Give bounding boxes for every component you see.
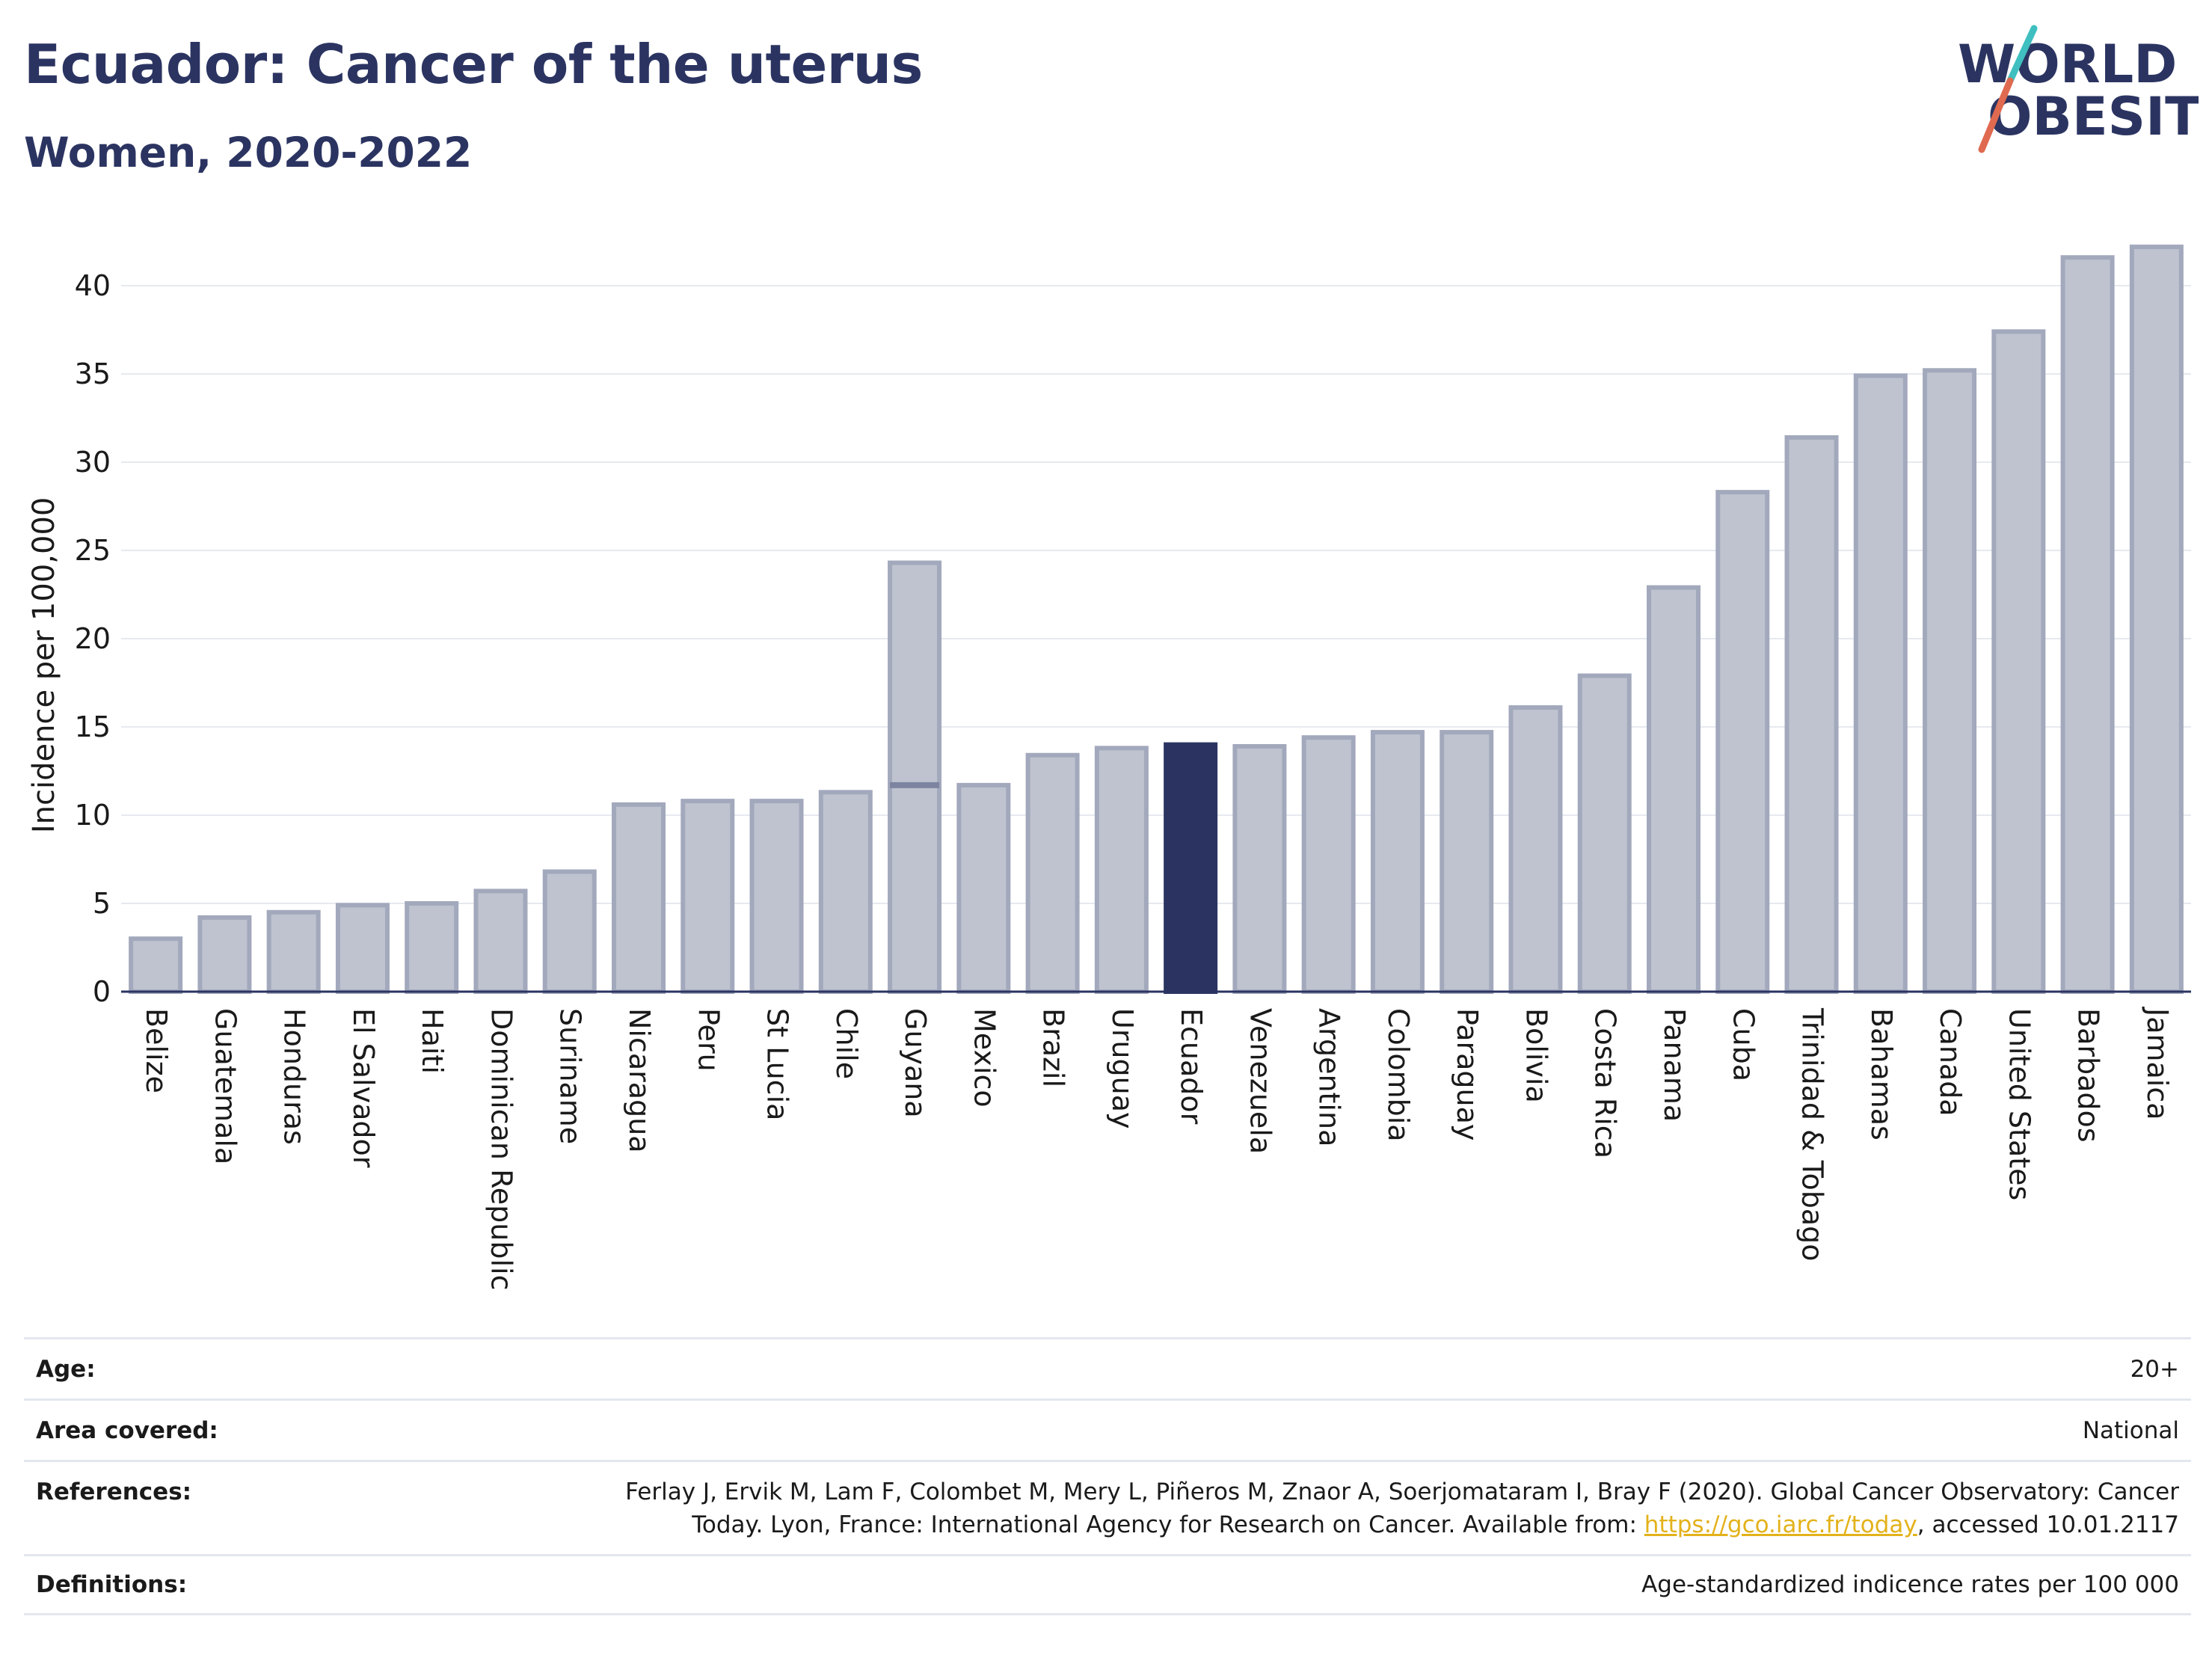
bar-united-states — [1991, 329, 2046, 994]
bars — [129, 245, 2184, 995]
bar-suriname — [542, 869, 597, 995]
bar-nicaragua — [612, 802, 666, 994]
bar-belize — [129, 936, 183, 994]
x-tick-label: Argentina — [1313, 1008, 1346, 1146]
x-tick-label: Mexico — [968, 1008, 1001, 1108]
bar-venezuela — [1232, 743, 1287, 995]
x-tick-label: Guyana — [899, 1008, 932, 1118]
y-tick-label: 30 — [75, 446, 111, 479]
bar-paraguay — [1440, 730, 1494, 995]
bar-guyana — [888, 560, 942, 994]
x-tick-label: Barbados — [2072, 1008, 2105, 1143]
bar-colombia — [1370, 730, 1425, 995]
meta-value-area: National — [2082, 1416, 2179, 1444]
x-tick-label: Venezuela — [1244, 1008, 1276, 1154]
x-tick-label: Dominican Republic — [485, 1008, 517, 1290]
x-axis-labels: Belize Guatemala Honduras El Salvador Haiti D… — [140, 1007, 2174, 1290]
x-tick-label: Costa Rica — [1589, 1008, 1622, 1158]
bar-costa-rica — [1577, 673, 1632, 994]
meta-row-age: Age: 20+ — [24, 1337, 2191, 1398]
x-tick-label: Chile — [830, 1008, 863, 1079]
bar-el-salvador — [335, 903, 390, 994]
bar-trinidad-tobago — [1784, 435, 1839, 994]
y-tick-label: 35 — [75, 357, 111, 390]
bar-mexico — [956, 782, 1011, 994]
x-tick-label: Paraguay — [1451, 1008, 1484, 1140]
y-tick-label: 40 — [75, 269, 111, 302]
x-tick-label: Cuba — [1727, 1008, 1760, 1081]
bar-dominican-republic — [473, 888, 528, 994]
x-tick-label: Panama — [1658, 1008, 1691, 1122]
reference-line-2: Today. Lyon, France: International Agenc… — [692, 1511, 1644, 1538]
meta-row-references: References: Ferlay J, Ervik M, Lam F, Co… — [24, 1460, 2191, 1554]
reference-line-2-end: , accessed 10.01.2117 — [1917, 1511, 2179, 1538]
y-tick-label: 15 — [75, 710, 111, 743]
meta-label-references: References: — [36, 1479, 192, 1505]
bar-st-lucia — [749, 799, 804, 994]
bar-guatemala — [197, 915, 252, 995]
chart-subtitle: Women, 2020-2022 — [24, 129, 473, 176]
chart-title: Ecuador: Cancer of the uterus — [24, 33, 923, 96]
bar-jamaica — [2129, 245, 2184, 994]
bar-argentina — [1301, 735, 1356, 994]
x-tick-label: Brazil — [1037, 1008, 1070, 1087]
meta-label-age: Age: — [36, 1355, 96, 1383]
bar-cuba — [1715, 490, 1770, 994]
y-tick-label: 25 — [75, 534, 111, 567]
bar-honduras — [266, 909, 321, 995]
metadata-table: Age: 20+ Area covered: National Referenc… — [24, 1337, 2191, 1615]
meta-value-definitions: Age-standardized indicence rates per 100… — [1641, 1571, 2179, 1598]
x-tick-label: Trinidad & Tobago — [1796, 1007, 1829, 1262]
bar-uruguay — [1094, 746, 1149, 994]
y-tick-label: 5 — [93, 887, 111, 920]
bar-chile — [818, 790, 873, 994]
x-tick-label: Haiti — [416, 1008, 449, 1074]
reference-line-1: Ferlay J, Ervik M, Lam F, Colombet M, Me… — [625, 1479, 2179, 1505]
x-tick-label: Bolivia — [1520, 1008, 1552, 1103]
x-tick-label: Peru — [692, 1008, 725, 1072]
x-tick-label: St Lucia — [761, 1008, 794, 1120]
bar-haiti — [405, 901, 459, 994]
bar-bolivia — [1508, 705, 1563, 994]
y-axis-ticks: 0 5 10 15 20 25 30 35 40 — [75, 269, 111, 1008]
x-tick-label: Nicaragua — [623, 1008, 656, 1153]
x-tick-label: Suriname — [554, 1008, 587, 1144]
logo-line1: WORLD — [1958, 34, 2177, 95]
meta-row-definitions: Definitions: Age-standardized indicence … — [24, 1554, 2191, 1615]
x-tick-label: Belize — [140, 1008, 173, 1093]
y-axis-title: Incidence per 100,000 — [27, 497, 61, 834]
y-tick-label: 10 — [75, 799, 111, 832]
bar-canada — [1923, 368, 1977, 994]
world-obesity-logo: WORLD OBESITY — [1958, 25, 2199, 153]
bar-ecuador — [1164, 742, 1218, 994]
bar-barbados — [2060, 255, 2115, 994]
x-tick-label: Ecuador — [1175, 1008, 1208, 1125]
meta-value-references: Ferlay J, Ervik M, Lam F, Colombet M, Me… — [625, 1476, 2179, 1541]
meta-row-area: Area covered: National — [24, 1398, 2191, 1460]
bar-chart: 0 5 10 15 20 25 30 35 40 Belize Guatemala Honduras… — [27, 245, 2191, 1290]
x-tick-label: Guatemala — [209, 1008, 242, 1164]
grid-lines — [121, 285, 2191, 904]
meta-label-area: Area covered: — [36, 1416, 218, 1444]
bar-brazil — [1025, 752, 1080, 994]
x-tick-label: El Salvador — [347, 1008, 380, 1168]
y-tick-label: 0 — [93, 975, 111, 1008]
bar-bahamas — [1853, 373, 1908, 994]
x-tick-label: Jamaica — [2141, 1007, 2174, 1120]
meta-label-definitions: Definitions: — [36, 1571, 188, 1598]
x-tick-label: Bahamas — [1865, 1008, 1898, 1140]
bar-peru — [681, 799, 735, 994]
meta-value-age: 20+ — [2130, 1355, 2179, 1383]
logo-line2: OBESITY — [1988, 86, 2199, 147]
x-tick-label: Canada — [1934, 1008, 1967, 1117]
x-tick-label: Uruguay — [1106, 1008, 1139, 1129]
bar-panama — [1647, 585, 1701, 994]
reference-link[interactable]: https://gco.iarc.fr/today — [1644, 1511, 1917, 1538]
x-tick-label: Colombia — [1382, 1008, 1415, 1142]
x-tick-label: Honduras — [278, 1008, 311, 1145]
y-tick-label: 20 — [75, 622, 111, 655]
x-tick-label: United States — [2003, 1008, 2036, 1200]
